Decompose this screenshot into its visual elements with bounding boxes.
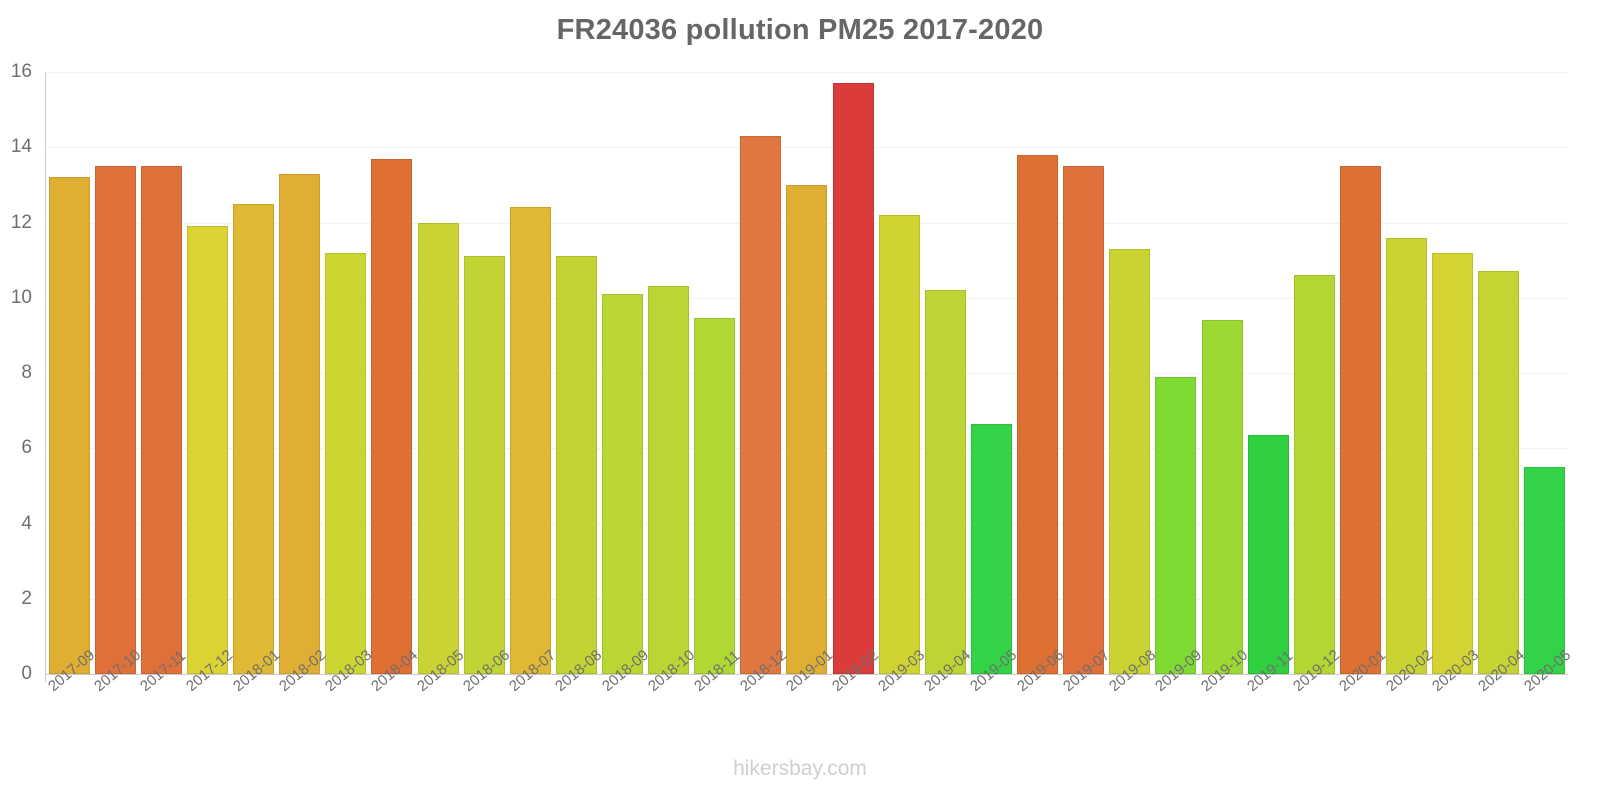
bar-slot xyxy=(369,72,415,674)
bar[interactable] xyxy=(1247,435,1289,674)
bar-slot xyxy=(92,72,138,674)
bar-slot xyxy=(922,72,968,674)
bar[interactable] xyxy=(509,207,551,674)
bar[interactable] xyxy=(1201,320,1243,674)
bar-slot xyxy=(1107,72,1153,674)
bar-slot xyxy=(1015,72,1061,674)
y-axis-tick-label: 4 xyxy=(21,512,32,534)
bar-slot xyxy=(461,72,507,674)
bar[interactable] xyxy=(740,135,782,674)
plot-area xyxy=(46,72,1568,675)
source-watermark: hikersbay.com xyxy=(733,757,867,780)
y-axis-tick-label: 12 xyxy=(10,211,32,233)
y-axis-tick-label: 2 xyxy=(21,587,32,609)
bar-slot xyxy=(830,72,876,674)
bar[interactable] xyxy=(648,286,690,674)
bar-slot xyxy=(1384,72,1430,674)
bar[interactable] xyxy=(417,222,459,674)
bar[interactable] xyxy=(1063,166,1105,674)
bar[interactable] xyxy=(602,294,643,674)
bar-slot xyxy=(738,72,784,674)
bar[interactable] xyxy=(463,256,505,674)
y-axis-tick-label: 0 xyxy=(21,663,32,684)
y-axis-tick-label: 10 xyxy=(10,286,32,308)
y-axis-tick-label: 16 xyxy=(10,61,32,82)
bar[interactable] xyxy=(1478,271,1520,674)
bar-slot xyxy=(46,72,92,674)
bar[interactable] xyxy=(1293,275,1335,674)
bar-slot xyxy=(1522,72,1568,674)
bar[interactable] xyxy=(924,290,966,674)
y-axis-tick-label: 8 xyxy=(21,362,32,383)
bar-slot xyxy=(138,72,184,674)
bar[interactable] xyxy=(279,173,321,674)
bar[interactable] xyxy=(1339,166,1381,674)
bar[interactable] xyxy=(786,184,828,674)
bar-slot xyxy=(507,72,553,674)
bar-slot xyxy=(692,72,738,674)
bar-slot xyxy=(1061,72,1107,674)
y-axis-tick-label: 14 xyxy=(10,136,32,158)
bar[interactable] xyxy=(1017,154,1059,674)
bar[interactable] xyxy=(48,177,90,674)
bar[interactable] xyxy=(878,214,920,674)
bar[interactable] xyxy=(1524,467,1566,674)
bar-slot xyxy=(230,72,276,674)
bar-slot xyxy=(1291,72,1337,674)
bar-slot xyxy=(876,72,922,674)
bar-slot xyxy=(968,72,1014,674)
bar-slot xyxy=(415,72,461,674)
bar-slot xyxy=(1476,72,1522,674)
bar-slot xyxy=(1430,72,1476,674)
bar[interactable] xyxy=(970,423,1012,674)
bar[interactable] xyxy=(186,226,228,674)
bar[interactable] xyxy=(371,158,413,674)
bar-slot xyxy=(184,72,230,674)
y-axis-tick-label: 6 xyxy=(21,437,32,459)
gridline xyxy=(46,147,1568,149)
bar-slot xyxy=(553,72,599,674)
bar-slot xyxy=(1153,72,1199,674)
bar-slot xyxy=(784,72,830,674)
bar-series xyxy=(46,72,1568,674)
bar[interactable] xyxy=(140,166,182,674)
bar[interactable] xyxy=(94,166,136,674)
bar[interactable] xyxy=(555,256,597,674)
bar[interactable] xyxy=(1155,376,1197,674)
gridline xyxy=(46,674,1568,675)
bar[interactable] xyxy=(1432,252,1474,674)
bar-slot xyxy=(599,72,645,674)
bar[interactable] xyxy=(325,252,367,674)
bar-slot xyxy=(646,72,692,674)
bar[interactable] xyxy=(233,203,275,674)
bar[interactable] xyxy=(1386,237,1428,674)
bar-slot xyxy=(1245,72,1291,674)
bar-slot xyxy=(277,72,323,674)
page-title: FR24036 pollution PM25 2017-2020 xyxy=(556,14,1044,46)
bar-slot xyxy=(1199,72,1245,674)
gridline xyxy=(46,72,1568,73)
bar-slot xyxy=(323,72,369,674)
bar[interactable] xyxy=(1109,248,1151,674)
bar-slot xyxy=(1337,72,1383,674)
bar[interactable] xyxy=(694,318,736,674)
bar[interactable] xyxy=(832,83,874,674)
y-axis-tick-labels: 0 2 4 6 8 10 12 14 16 xyxy=(0,0,40,800)
y-axis-line xyxy=(45,72,46,682)
